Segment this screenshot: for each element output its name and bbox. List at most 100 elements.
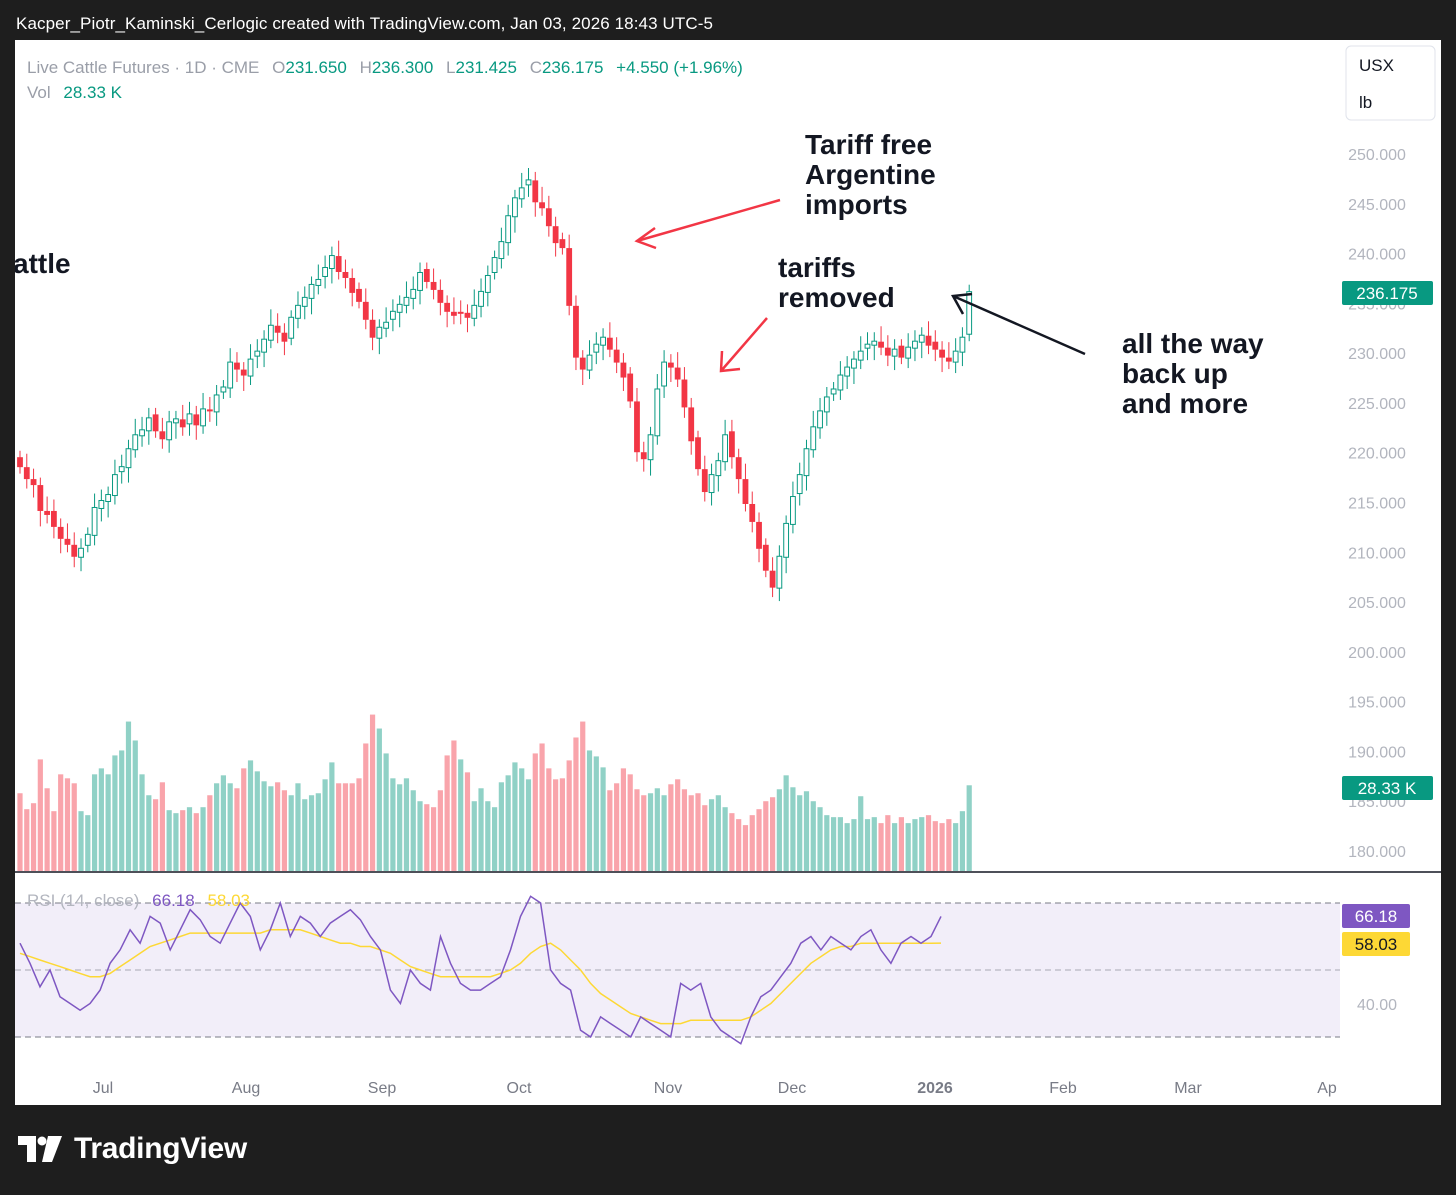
volume-bar <box>471 801 477 871</box>
volume-bar <box>776 789 782 871</box>
price-tick-label: 220.000 <box>1348 446 1406 463</box>
candle-body <box>451 311 457 316</box>
chart-frame[interactable]: 250.000245.000240.000235.000230.000225.0… <box>15 40 1441 1105</box>
candle-body <box>756 521 762 549</box>
price-axis[interactable]: 250.000245.000240.000235.000230.000225.0… <box>1348 147 1406 861</box>
rsi-legend-label: RSI (14, close) <box>27 891 139 910</box>
arrow-allway-shaft <box>952 294 1086 356</box>
annotation-allway-line1: all the way <box>1122 328 1264 359</box>
currency-unit-selector[interactable]: USX lb <box>1345 45 1436 121</box>
candle-body <box>369 319 376 338</box>
candle-body <box>166 421 173 441</box>
chart-legend[interactable]: Live Cattle Futures · 1D · CME O231.650 … <box>27 58 743 77</box>
candle-body <box>593 343 600 353</box>
volume-bar <box>797 795 803 871</box>
volume-bar <box>180 810 186 871</box>
candle-body <box>701 469 708 493</box>
candle-body <box>145 417 152 432</box>
candle-body <box>390 310 396 320</box>
legend-low-value: 231.425 <box>456 58 517 77</box>
volume-badge: 28.33 K <box>1342 776 1433 800</box>
legend-high-label: H <box>360 58 372 77</box>
candle-body <box>464 312 471 318</box>
volume-bar <box>132 740 138 871</box>
price-tick-label: 225.000 <box>1348 396 1406 413</box>
currency-box[interactable] <box>1345 45 1436 121</box>
volume-bar <box>464 772 471 871</box>
volume-bar <box>390 778 396 871</box>
candle-body <box>315 278 322 286</box>
volume-bar <box>892 823 898 871</box>
footer-logo[interactable]: TradingView <box>18 1132 247 1166</box>
candle-body <box>335 256 342 272</box>
volume-bar <box>675 779 681 871</box>
arrow-removed <box>719 317 768 373</box>
volume-bar <box>586 750 593 871</box>
legend-close-label: C <box>530 58 542 77</box>
price-tick-label: 205.000 <box>1348 595 1406 612</box>
volume-bar <box>600 767 606 871</box>
candle-body <box>600 336 606 346</box>
candle-body <box>851 358 857 369</box>
annotation-removed-line1: tariffs <box>778 252 856 283</box>
price-tick-label: 210.000 <box>1348 545 1406 562</box>
volume-bar <box>17 793 23 871</box>
volume-bar <box>485 801 491 871</box>
time-axis[interactable]: Jul Aug Sep Oct Nov Dec 2026 Feb Mar Ap <box>93 1080 1337 1097</box>
volume-bar <box>708 799 715 871</box>
candle-body <box>857 350 864 361</box>
candle-body <box>884 347 891 356</box>
rsi-legend-ma-value: 58.03 <box>207 891 250 910</box>
rsi-legend[interactable]: RSI (14, close) 66.18 58.03 <box>27 891 250 910</box>
rsi-ma-badge-bg <box>1342 932 1410 956</box>
volume-bar <box>153 799 159 871</box>
currency-label: USX <box>1359 56 1394 75</box>
volume-bar <box>912 819 918 871</box>
candle-body <box>213 394 220 413</box>
price-tick-label: 250.000 <box>1348 147 1406 164</box>
volume-bar <box>620 768 627 871</box>
candle-body <box>566 248 573 306</box>
annotation-allway-line3: and more <box>1122 388 1248 419</box>
time-tick-label: Oct <box>507 1080 532 1097</box>
volume-bar <box>817 807 823 871</box>
candle-body <box>23 467 30 480</box>
volume-bar <box>302 799 308 871</box>
volume-bar <box>85 815 91 871</box>
candle-body <box>98 500 105 509</box>
candle-body <box>410 288 417 299</box>
volume-bar <box>329 762 335 871</box>
candle-body <box>227 361 234 389</box>
volume-badge-bg <box>1342 776 1433 800</box>
volume-bar <box>769 797 776 871</box>
arrow-allway-head <box>950 292 973 315</box>
volume-bar <box>200 807 206 871</box>
price-tick-label: 180.000 <box>1348 844 1406 861</box>
candle-body <box>173 418 179 424</box>
candle-body <box>945 357 952 362</box>
volume-bar <box>336 783 342 871</box>
volume-bar <box>275 782 281 871</box>
tradingview-logo-icon <box>18 1136 62 1162</box>
volume-bar <box>458 759 464 871</box>
volume-bar <box>146 795 152 871</box>
candle-body <box>878 341 884 348</box>
candle-body <box>966 291 973 335</box>
candle-body <box>491 257 498 273</box>
legend-low-label: L <box>446 58 455 77</box>
candle-body <box>864 343 871 349</box>
volume-bar <box>139 774 145 871</box>
candle-body <box>573 305 579 358</box>
volume-bars <box>17 714 972 871</box>
chart-canvas[interactable]: 250.000245.000240.000235.000230.000225.0… <box>15 40 1441 1105</box>
candle-body <box>715 460 722 477</box>
annotation-left-partial: attle <box>15 248 71 279</box>
annotation-argentine-line3: imports <box>805 189 908 220</box>
volume-legend[interactable]: Vol 28.33 K <box>27 83 123 102</box>
volume-bar <box>539 743 545 871</box>
volume-bar <box>505 775 511 871</box>
candle-body <box>837 374 844 391</box>
candle-body <box>688 407 695 442</box>
volume-bar <box>661 795 667 871</box>
arrow-removed-shaft <box>720 317 768 372</box>
